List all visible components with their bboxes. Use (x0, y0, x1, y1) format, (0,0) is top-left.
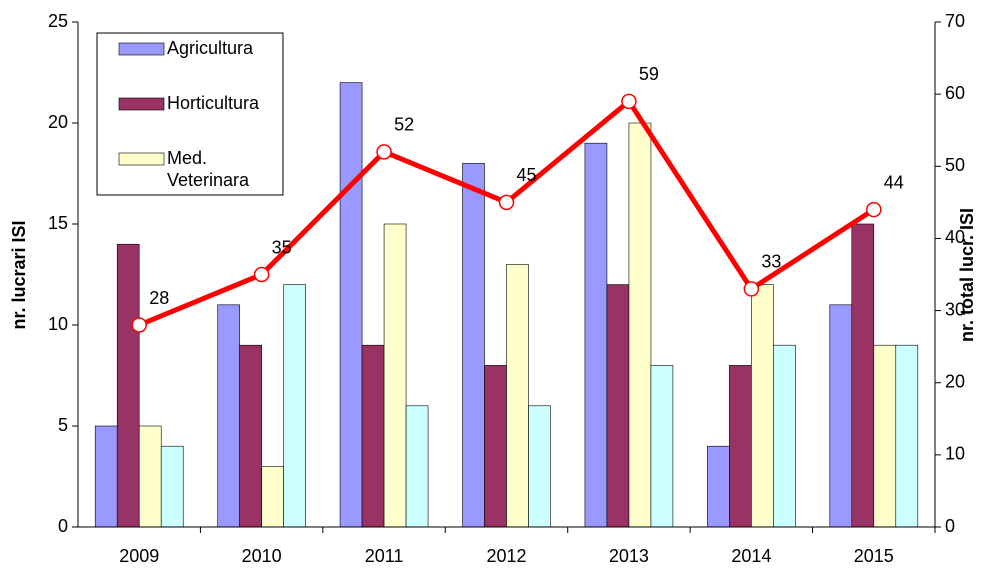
data-label: 44 (884, 172, 904, 192)
data-label: 35 (272, 237, 292, 257)
y-tick-label: 10 (48, 314, 68, 334)
bar (528, 405, 551, 528)
bar (829, 304, 853, 528)
legend-swatch (118, 42, 165, 56)
line-marker (866, 201, 882, 218)
y-tick-label: 0 (58, 516, 68, 536)
legend-swatch (118, 97, 165, 111)
bar (851, 223, 875, 528)
bar (138, 425, 162, 528)
y-tick-label: 20 (48, 112, 68, 132)
bar (283, 284, 306, 528)
x-tick-label: 2011 (365, 546, 404, 566)
bar (606, 284, 630, 528)
bar (506, 264, 529, 528)
bar (484, 365, 507, 528)
bar (361, 344, 385, 528)
line-marker (498, 194, 515, 211)
bar (729, 365, 752, 528)
y-tick-label: 25 (48, 11, 68, 31)
bar (160, 445, 184, 528)
bar (650, 365, 674, 528)
y2-tick-label: 50 (945, 155, 965, 175)
legend-label: Agricultura (167, 38, 254, 58)
bar (217, 304, 240, 528)
data-label: 33 (761, 252, 781, 272)
bar (873, 344, 897, 528)
bar (116, 243, 140, 528)
bar (628, 122, 652, 528)
x-tick-label: 2009 (119, 546, 159, 566)
x-tick-label: 2014 (731, 546, 771, 566)
legend-label: Med. Veterinara (167, 148, 250, 190)
legend-swatch (118, 152, 165, 166)
bar (584, 142, 608, 528)
x-tick-label: 2015 (854, 546, 894, 566)
x-tick-label: 2013 (609, 546, 649, 566)
y2-tick-label: 60 (945, 83, 965, 103)
data-label: 59 (639, 64, 659, 84)
y-axis-label: nr. lucrari ISI (9, 220, 29, 329)
legend-label: Horticultura (167, 93, 260, 113)
y2-tick-label: 70 (945, 11, 965, 31)
y-tick-label: 5 (58, 415, 68, 435)
y-tick-label: 15 (48, 213, 68, 233)
bar (462, 163, 485, 528)
data-label: 28 (149, 288, 169, 308)
y2-tick-label: 20 (945, 371, 965, 391)
bar (405, 405, 429, 528)
line-marker (621, 93, 637, 110)
line-marker (253, 266, 270, 283)
bar (261, 466, 284, 528)
x-tick-label: 2010 (242, 546, 282, 566)
bar (94, 425, 118, 528)
bar (895, 344, 919, 528)
y2-tick-label: 40 (945, 227, 965, 247)
y2-tick-label: 0 (945, 516, 955, 536)
bar (239, 344, 262, 528)
line-marker (743, 281, 760, 297)
line-marker (376, 144, 392, 160)
legend-box (96, 32, 284, 196)
data-label: 45 (517, 165, 537, 185)
data-label: 52 (394, 115, 414, 135)
bar (339, 82, 363, 528)
legend: Agricultura Horticultura Med. Veterinara (96, 32, 284, 196)
line-marker (131, 317, 147, 333)
y2-axis-label: nr. total lucr. ISI (957, 208, 977, 342)
bar (751, 284, 774, 528)
bar (773, 344, 796, 528)
bar (707, 445, 730, 528)
x-tick-label: 2012 (486, 546, 526, 566)
y2-tick-label: 10 (945, 444, 965, 464)
bar (383, 223, 407, 528)
y2-tick-label: 30 (945, 299, 965, 319)
